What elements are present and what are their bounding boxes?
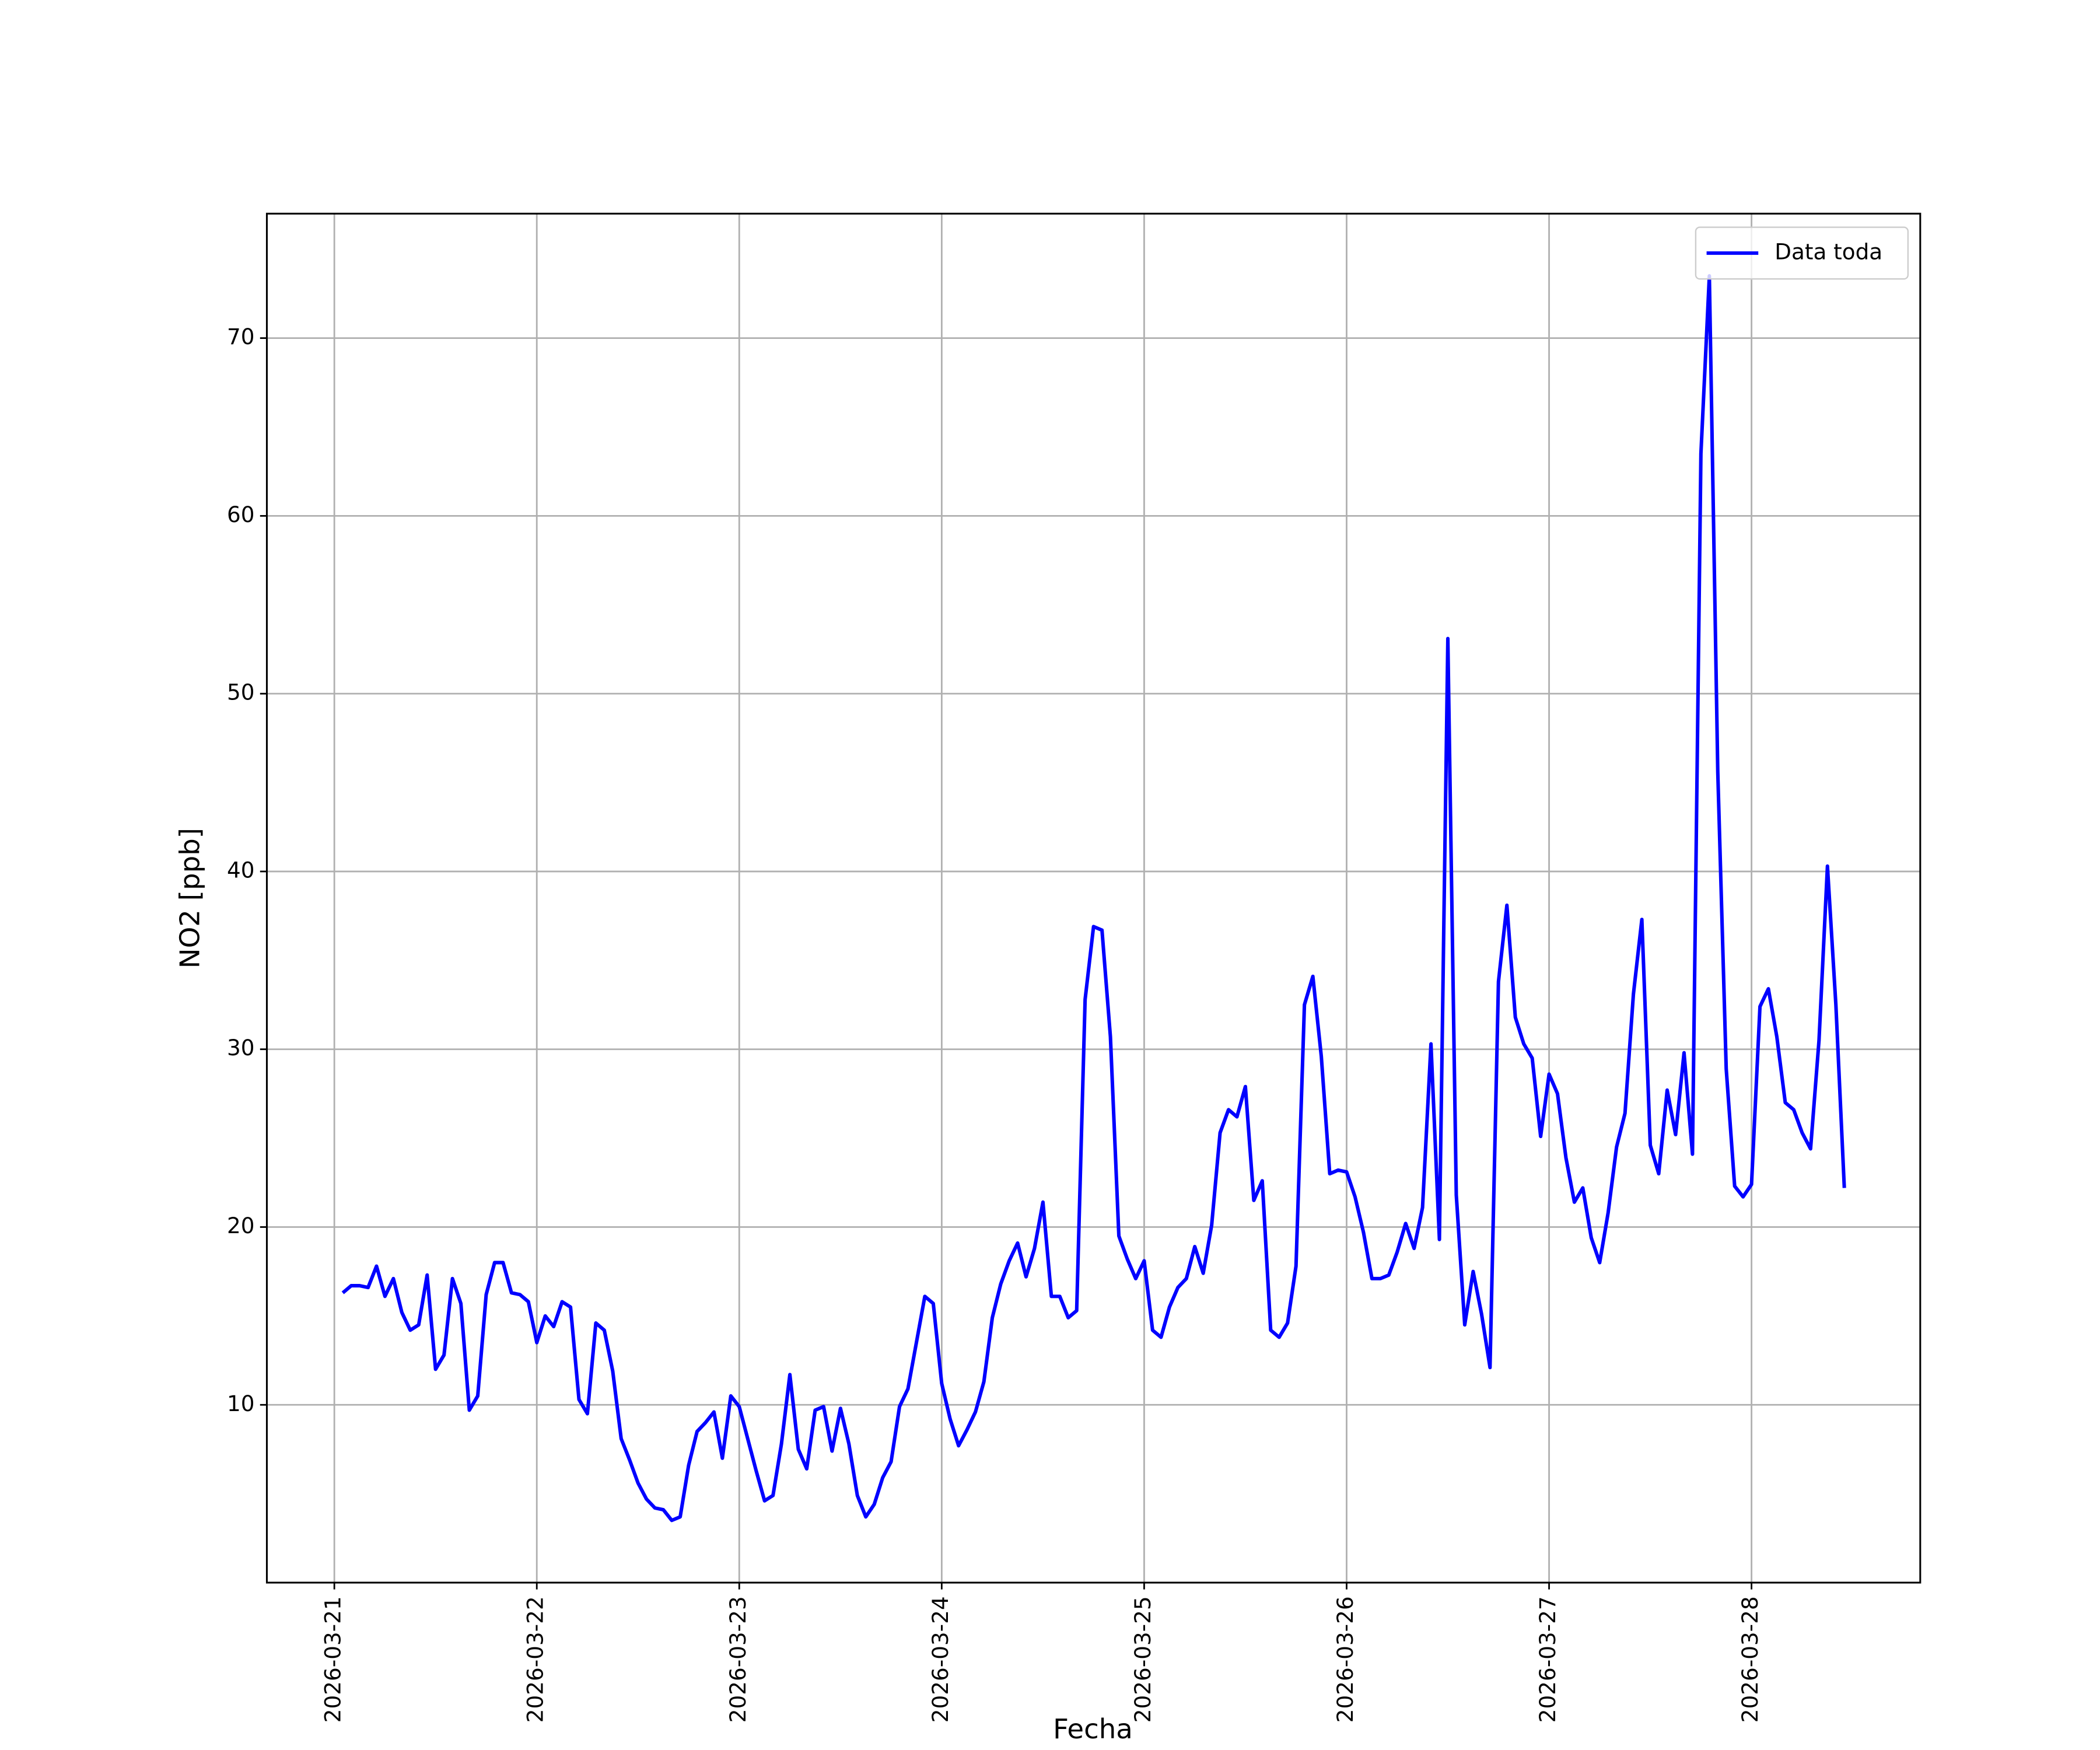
y-tick-label: 10: [227, 1391, 254, 1416]
x-tick-label: 2026-03-23: [725, 1596, 751, 1723]
plot-frame: [265, 212, 1922, 1584]
y-tick-label: 40: [227, 857, 254, 883]
x-tick-label: 2026-03-21: [320, 1596, 346, 1723]
y-axis-label: NO2 [ppb]: [175, 828, 206, 968]
x-tick-label: 2026-03-27: [1535, 1596, 1560, 1723]
y-tick-label: 30: [227, 1035, 254, 1060]
legend: Data toda: [1695, 226, 1909, 280]
y-tick-label: 70: [227, 324, 254, 349]
x-tick-label: 2026-03-22: [523, 1596, 548, 1723]
x-tick-label: 2026-03-24: [928, 1596, 953, 1723]
y-tick-label: 60: [227, 502, 254, 527]
y-tick-label: 50: [227, 680, 254, 705]
legend-box: [1695, 226, 1909, 280]
legend-label: Data toda: [1774, 239, 1882, 264]
y-tick-label: 20: [227, 1213, 254, 1238]
x-tick-label: 2026-03-26: [1332, 1596, 1358, 1723]
x-axis-label: Fecha: [1053, 1714, 1133, 1745]
x-tick-label: 2026-03-28: [1737, 1596, 1763, 1723]
data-line: [341, 274, 1846, 1522]
x-tick-label: 2026-03-25: [1130, 1596, 1156, 1723]
